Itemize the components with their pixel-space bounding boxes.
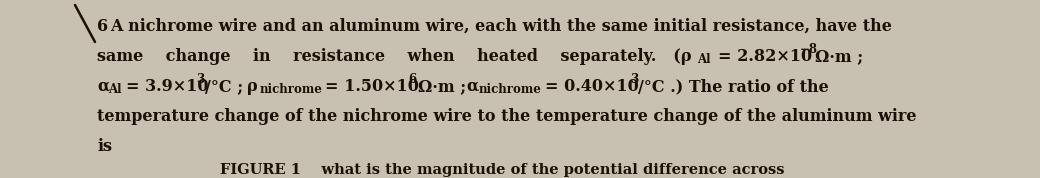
Text: 3: 3 (196, 73, 204, 86)
Text: /°C ;: /°C ; (205, 78, 243, 95)
Text: nichrome: nichrome (479, 83, 542, 96)
Text: Al: Al (697, 53, 710, 66)
Text: same    change    in    resistance    when    heated    separately.: same change in resistance when heated se… (97, 48, 656, 65)
Text: nichrome: nichrome (260, 83, 322, 96)
Text: = 3.9×10: = 3.9×10 (126, 78, 208, 95)
Text: Ω·m ;: Ω·m ; (815, 48, 863, 65)
Text: 3: 3 (630, 73, 639, 86)
Text: A nichrome wire and an aluminum wire, each with the same initial resistance, hav: A nichrome wire and an aluminum wire, ea… (110, 18, 892, 35)
Text: = 1.50×10: = 1.50×10 (324, 78, 419, 95)
Text: temperature change of the nichrome wire to the temperature change of the aluminu: temperature change of the nichrome wire … (97, 108, 916, 125)
Text: FIGURE 1    what is the magnitude of the potential difference across: FIGURE 1 what is the magnitude of the po… (220, 163, 784, 177)
Text: −8: −8 (800, 43, 818, 56)
Text: /°C .) The ratio of the: /°C .) The ratio of the (638, 78, 829, 95)
Text: ρ: ρ (248, 78, 258, 95)
Text: α: α (97, 78, 109, 95)
Text: Ω·m ;: Ω·m ; (418, 78, 466, 95)
Text: α: α (466, 78, 478, 95)
Text: is: is (97, 138, 112, 155)
Text: 6: 6 (97, 18, 108, 35)
Text: Al: Al (108, 83, 122, 96)
Text: 6: 6 (408, 73, 416, 86)
Text: (ρ: (ρ (662, 48, 692, 65)
Text: = 2.82×10: = 2.82×10 (718, 48, 812, 65)
Text: = 0.40×10: = 0.40×10 (545, 78, 639, 95)
